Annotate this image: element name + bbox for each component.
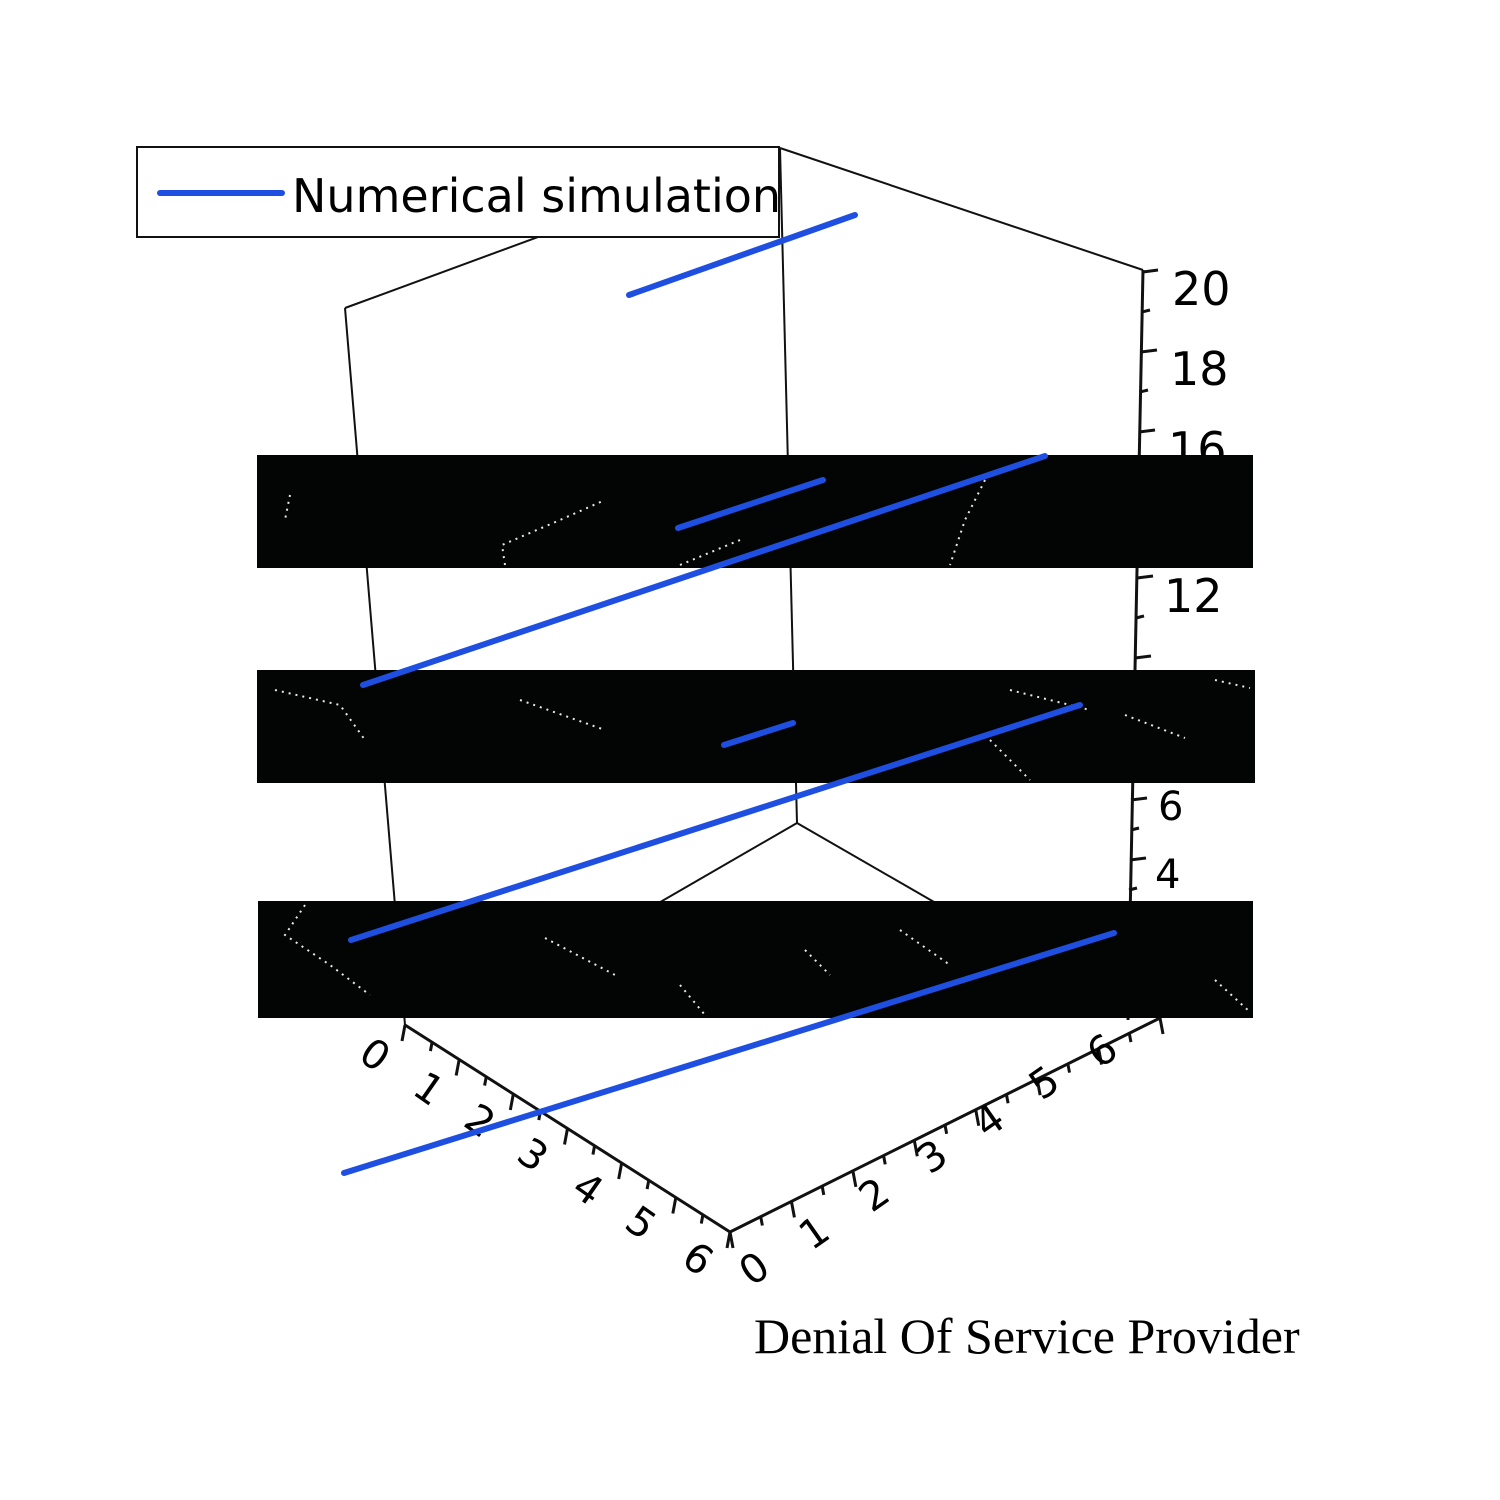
x-tick-4: 4	[564, 1163, 611, 1215]
y-tick-6: 6	[1079, 1025, 1126, 1077]
x-tick-mark	[483, 1076, 488, 1086]
band-middle	[257, 670, 1255, 783]
x-tick-mark	[617, 1162, 624, 1180]
series-segment	[341, 930, 1117, 1176]
y-tick-mark	[1035, 1078, 1042, 1096]
y-tick-2: 2	[851, 1169, 898, 1221]
occluding-bands	[257, 455, 1255, 1018]
x-tick-0: 0	[351, 1029, 398, 1081]
series-segment	[626, 212, 858, 298]
y-tick-mark	[912, 1140, 919, 1157]
z-tick-4: 4	[1155, 852, 1180, 898]
x-tick-mark	[699, 1214, 705, 1224]
y-tick-mark	[943, 1124, 949, 1135]
z-tick-12: 12	[1164, 569, 1223, 623]
series-segment	[360, 453, 1048, 688]
box-edge-back-top-right	[779, 147, 1144, 271]
y-tick-mark	[1097, 1048, 1104, 1065]
y-tick-mark	[1004, 1094, 1010, 1104]
series-segment	[348, 702, 1083, 943]
x-tick-mark	[454, 1059, 461, 1076]
x-tick-mark	[400, 1024, 407, 1042]
band-bottom	[258, 901, 1253, 1018]
band-top	[257, 455, 1253, 568]
y-tick-mark	[759, 1216, 764, 1226]
series-numerical-simulation	[341, 212, 1117, 1176]
axis-title-denial-of-service-provider: Denial Of Service Provider	[754, 1308, 1300, 1364]
y-tick-mark	[728, 1231, 735, 1249]
y-tick-mark	[820, 1185, 826, 1196]
x-tick-labels: 0 1 2 3 4 5 6	[351, 1029, 721, 1285]
y-tick-0: 0	[731, 1243, 778, 1295]
z-tick-20: 20	[1172, 262, 1231, 316]
y-tick-mark	[1158, 1017, 1165, 1035]
legend-label: Numerical simulation	[292, 169, 781, 223]
z-axis-line	[1126, 269, 1145, 1021]
x-tick-6: 6	[674, 1233, 721, 1285]
z-axis	[1126, 268, 1159, 1021]
y-tick-mark	[1127, 1033, 1133, 1043]
y-tick-mark	[882, 1155, 887, 1165]
y-tick-5: 5	[1021, 1057, 1068, 1109]
x-tick-mark	[563, 1128, 569, 1145]
z-tick-6: 6	[1158, 784, 1183, 830]
y-tick-mark	[851, 1170, 858, 1188]
x-tick-mark	[508, 1093, 515, 1111]
x-tick-mark	[428, 1041, 434, 1052]
series-segment	[675, 477, 826, 531]
x-tick-mark	[591, 1145, 597, 1155]
y-tick-mark	[789, 1201, 796, 1218]
x-tick-5: 5	[617, 1197, 664, 1249]
x-tick-mark	[671, 1197, 678, 1214]
y-tick-mark	[974, 1109, 981, 1126]
x-ticks	[400, 1024, 732, 1249]
y-tick-mark	[1066, 1063, 1071, 1073]
x-tick-mark	[645, 1179, 651, 1190]
x-tick-2: 2	[456, 1095, 503, 1147]
x-tick-1: 1	[405, 1063, 452, 1115]
z-tick-18: 18	[1170, 342, 1229, 396]
y-ticks	[728, 1017, 1165, 1249]
x-tick-3: 3	[509, 1129, 556, 1181]
axes-box	[344, 147, 1144, 1026]
legend: Numerical simulation	[136, 146, 781, 238]
y-tick-1: 1	[791, 1207, 838, 1259]
z-tick-labels: 20 18 16 12 6 4	[1155, 262, 1231, 898]
y-tick-4: 4	[966, 1095, 1013, 1147]
series-segment	[721, 720, 796, 748]
